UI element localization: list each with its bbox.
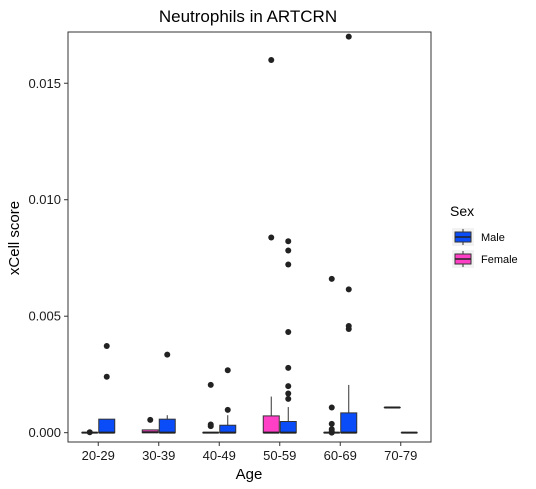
x-tick-label: 30-39	[142, 448, 175, 463]
outlier-point	[328, 275, 335, 282]
outlier-point	[345, 286, 352, 293]
box-body	[340, 412, 358, 434]
chart-title: Neutrophils in ARTCRN	[159, 7, 337, 26]
outlier-point	[103, 373, 110, 380]
box-marks	[81, 33, 418, 436]
outlier-point	[285, 364, 292, 371]
outlier-point	[86, 429, 93, 436]
x-axis: 20-29 30-39 40-49 50-59 60-69 70-79	[82, 442, 417, 463]
outlier-point	[268, 234, 275, 241]
outlier-point	[285, 247, 292, 254]
legend: Sex Male Female	[450, 203, 518, 268]
outlier-point	[285, 261, 292, 268]
box-body	[219, 424, 237, 434]
outlier-point	[268, 56, 275, 63]
outlier-point	[328, 426, 335, 433]
outlier-point	[207, 381, 214, 388]
box-body	[98, 418, 116, 434]
box-male-30-39	[158, 351, 176, 434]
y-tick-label: 0.010	[28, 192, 61, 207]
outlier-point	[328, 420, 335, 427]
outlier-point	[207, 421, 214, 428]
outlier-point	[224, 367, 231, 374]
box-male-40-49	[219, 367, 237, 434]
box-female-60-69	[323, 275, 341, 436]
x-tick-label: 50-59	[263, 448, 296, 463]
y-tick-label: 0.005	[28, 309, 61, 324]
box-female-20-29	[81, 429, 99, 436]
legend-title: Sex	[450, 203, 474, 219]
box-male-50-59	[279, 238, 297, 434]
outlier-point	[285, 238, 292, 245]
y-tick-label: 0.000	[28, 425, 61, 440]
outlier-point	[285, 383, 292, 390]
outlier-point	[164, 351, 171, 358]
legend-label-female: Female	[481, 254, 518, 266]
outlier-point	[285, 390, 292, 397]
box-female-40-49	[202, 381, 220, 434]
outlier-point	[224, 406, 231, 413]
box-body	[158, 418, 176, 434]
box-female-30-39	[141, 416, 159, 434]
x-tick-label: 60-69	[324, 448, 357, 463]
box-female-50-59	[262, 56, 280, 434]
outlier-point	[103, 343, 110, 350]
y-axis-label: xCell score	[6, 201, 23, 275]
outlier-point	[147, 416, 154, 423]
y-tick-label: 0.015	[28, 76, 61, 91]
box-body	[262, 415, 280, 434]
outlier-point	[345, 33, 352, 40]
plot-panel	[67, 31, 432, 443]
box-body	[279, 421, 297, 434]
outlier-point	[285, 395, 292, 402]
x-tick-label: 20-29	[82, 448, 115, 463]
outlier-point	[328, 404, 335, 411]
legend-keys	[452, 228, 474, 268]
outlier-point	[285, 329, 292, 336]
x-tick-label: 70-79	[384, 448, 417, 463]
box-male-60-69	[340, 33, 358, 434]
x-axis-label: Age	[236, 466, 263, 483]
legend-key-female	[452, 250, 474, 268]
outlier-point	[345, 322, 352, 329]
legend-label-male: Male	[481, 232, 505, 244]
box-male-20-29	[98, 343, 116, 434]
y-axis: 0.000 0.005 0.010 0.015	[28, 76, 68, 440]
legend-key-male	[452, 228, 474, 246]
x-tick-label: 40-49	[203, 448, 236, 463]
